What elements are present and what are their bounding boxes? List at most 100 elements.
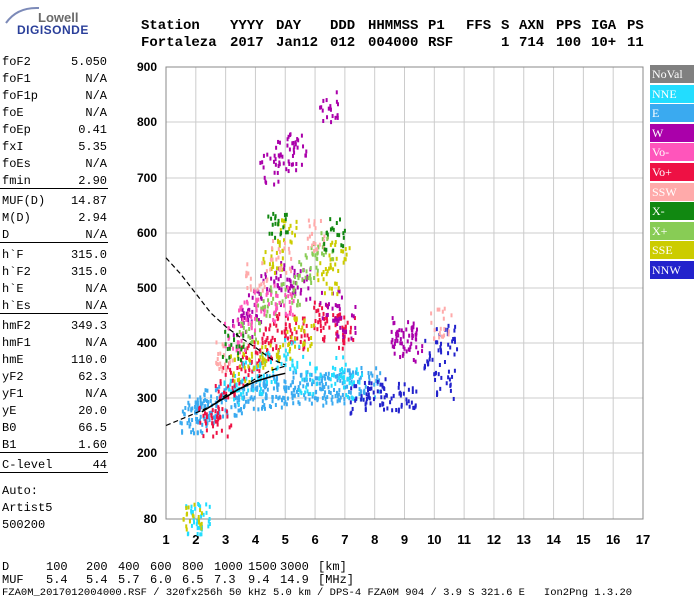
data-point — [271, 335, 274, 340]
data-point — [335, 355, 338, 360]
data-point — [217, 389, 220, 394]
data-point — [328, 286, 331, 291]
data-point — [326, 236, 329, 241]
data-point — [194, 506, 197, 511]
data-point — [327, 385, 330, 390]
data-point — [288, 277, 291, 282]
data-point — [341, 392, 344, 397]
data-point — [368, 374, 371, 379]
data-point — [293, 339, 296, 344]
data-point — [266, 304, 269, 309]
data-point — [244, 379, 247, 384]
data-point — [408, 333, 411, 338]
data-point — [293, 145, 296, 150]
data-point — [323, 338, 326, 343]
data-point — [248, 358, 251, 363]
data-point — [258, 328, 261, 333]
data-point — [346, 368, 349, 373]
param-value: 0.41 — [78, 123, 107, 137]
data-point — [245, 355, 248, 360]
data-point — [261, 355, 264, 360]
data-point — [282, 282, 285, 287]
data-point — [331, 306, 334, 311]
data-point — [242, 331, 245, 336]
data-point — [276, 284, 279, 289]
data-point — [348, 396, 351, 401]
data-point — [327, 302, 330, 307]
data-point — [264, 179, 267, 184]
data-point — [330, 397, 333, 402]
data-point — [223, 388, 226, 393]
data-point — [296, 303, 299, 308]
data-point — [264, 362, 267, 367]
data-point — [261, 358, 264, 363]
data-point — [241, 321, 244, 326]
data-point — [291, 380, 294, 385]
data-point — [321, 383, 324, 388]
data-point — [212, 434, 215, 439]
data-point — [217, 415, 220, 420]
data-point — [239, 392, 242, 397]
data-point — [325, 400, 328, 405]
data-point — [199, 414, 202, 419]
data-point — [209, 398, 212, 403]
data-point — [325, 315, 328, 320]
data-point — [338, 233, 341, 238]
data-point — [190, 430, 193, 435]
legend-label: SSE — [652, 243, 673, 258]
header-value: 11 — [627, 35, 644, 51]
data-point — [281, 154, 284, 159]
data-point — [287, 169, 290, 174]
data-point — [440, 375, 443, 380]
data-point — [303, 393, 306, 398]
data-point — [216, 419, 219, 424]
data-point — [304, 275, 307, 280]
data-point — [324, 376, 327, 381]
data-point — [350, 336, 353, 341]
data-point — [293, 393, 296, 398]
data-point — [247, 373, 250, 378]
data-point — [293, 294, 296, 299]
data-point — [282, 395, 285, 400]
plot-frame — [165, 66, 644, 520]
data-point — [276, 170, 279, 175]
data-point — [423, 363, 426, 368]
data-point — [296, 336, 299, 341]
data-point — [349, 400, 352, 405]
data-point — [281, 398, 284, 403]
data-point — [230, 405, 233, 410]
header-label: S — [501, 18, 510, 34]
legend-label: Vo- — [652, 145, 670, 160]
data-point — [407, 387, 410, 392]
data-point — [240, 367, 243, 372]
data-point — [275, 380, 278, 385]
data-point — [412, 405, 415, 410]
data-point — [317, 278, 320, 283]
data-point — [428, 351, 431, 356]
data-point — [413, 406, 416, 411]
data-point — [260, 282, 263, 287]
data-point — [282, 267, 285, 272]
data-point — [252, 406, 255, 411]
data-point — [323, 239, 326, 244]
data-point — [288, 250, 291, 255]
data-point — [249, 341, 252, 346]
header-value: 714 — [519, 35, 545, 51]
data-point — [405, 349, 408, 354]
param-label: foF1 — [2, 72, 31, 86]
data-point — [326, 305, 329, 310]
data-point — [205, 415, 208, 420]
data-point — [240, 347, 243, 352]
legend-item-sse: SSE — [650, 241, 694, 260]
data-point — [184, 406, 187, 411]
data-point — [237, 371, 240, 376]
data-point — [322, 98, 325, 103]
data-point — [441, 309, 444, 314]
data-point — [286, 329, 289, 334]
data-point — [251, 295, 254, 300]
data-point — [270, 216, 273, 221]
data-point — [243, 387, 246, 392]
data-point — [258, 283, 261, 288]
data-point — [447, 351, 450, 356]
data-point — [286, 396, 289, 401]
